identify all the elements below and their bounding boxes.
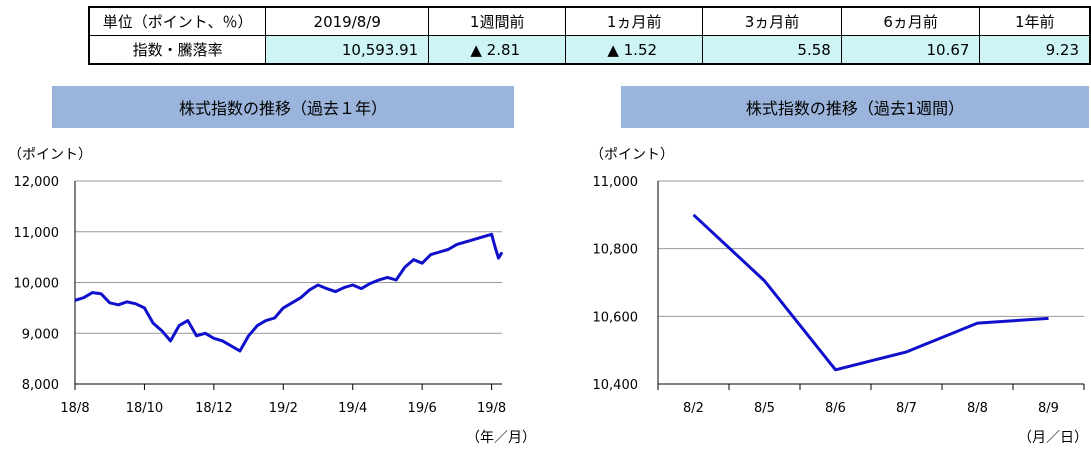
value-1month: ▲ 1.52: [565, 35, 704, 65]
chart-title-1year: 株式指数の推移（過去１年）: [52, 86, 514, 128]
x-tick-label: 18/12: [195, 401, 232, 416]
x-tick-label: 18/8: [60, 401, 89, 416]
y-tick-label: 10,600: [593, 310, 639, 325]
x-tick-label: 8/7: [896, 401, 917, 416]
y-tick-label: 11,000: [593, 175, 639, 190]
x-tick-label: 19/6: [408, 401, 437, 416]
y-tick-label: 10,400: [593, 378, 639, 393]
header-1year: 1年前: [979, 6, 1091, 36]
x-unit-right: （月／日）: [1018, 430, 1088, 446]
chart-1year: 8,000 9,000 10,000 11,000 12,000 18/8 18/10 18/…: [14, 175, 507, 416]
header-1month: 1ヵ月前: [565, 6, 704, 36]
summary-value-row: 指数・騰落率 10,593.91 ▲ 2.81 ▲ 1.52 5.58 10.6…: [88, 35, 1091, 65]
summary-header-row: 単位（ポイント、％） 2019/8/9 1週間前 1ヵ月前 3ヵ月前 6ヵ月前 …: [88, 6, 1091, 36]
series-line-1year: [74, 232, 504, 353]
y-unit-right: （ポイント）: [590, 147, 674, 163]
y-tick-label: 10,000: [14, 277, 60, 292]
y-tick-label: 8,000: [22, 378, 59, 393]
chart-title-1week: 株式指数の推移（過去1週間）: [621, 86, 1089, 128]
value-1year: 9.23: [979, 35, 1091, 65]
x-tick-label: 19/8: [477, 401, 506, 416]
x-tick-label: 8/2: [683, 401, 704, 416]
x-tick-label: 18/10: [126, 401, 163, 416]
x-tick-label: 8/9: [1038, 401, 1059, 416]
x-unit-left: （年／月）: [466, 430, 536, 446]
y-tick-label: 9,000: [22, 327, 59, 342]
header-date: 2019/8/9: [265, 6, 430, 36]
x-tick-label: 8/8: [967, 401, 988, 416]
y-unit-left: （ポイント）: [8, 147, 92, 163]
x-tick-label: 19/4: [338, 401, 367, 416]
y-tick-label: 11,000: [14, 226, 60, 241]
value-1week: ▲ 2.81: [428, 35, 567, 65]
value-3month: 5.58: [702, 35, 842, 65]
header-6month: 6ヵ月前: [840, 6, 981, 36]
header-3month: 3ヵ月前: [702, 6, 842, 36]
y-tick-label: 12,000: [14, 175, 60, 190]
chart-1week: 10,400 10,600 10,800 11,000 8/2 8/5 8/6 8/7 8/8 8…: [593, 175, 1085, 416]
x-tick-label: 8/5: [754, 401, 775, 416]
y-tick-label: 10,800: [593, 243, 639, 258]
series-line-1week: [692, 213, 1049, 372]
summary-table: 単位（ポイント、％） 2019/8/9 1週間前 1ヵ月前 3ヵ月前 6ヵ月前 …: [88, 6, 1091, 65]
x-tick-label: 19/2: [269, 401, 298, 416]
header-1week: 1週間前: [428, 6, 567, 36]
value-index: 10,593.91: [265, 35, 430, 65]
header-unit: 単位（ポイント、％）: [88, 6, 267, 36]
x-tick-label: 8/6: [825, 401, 846, 416]
row-label: 指数・騰落率: [88, 35, 267, 65]
value-6month: 10.67: [840, 35, 981, 65]
